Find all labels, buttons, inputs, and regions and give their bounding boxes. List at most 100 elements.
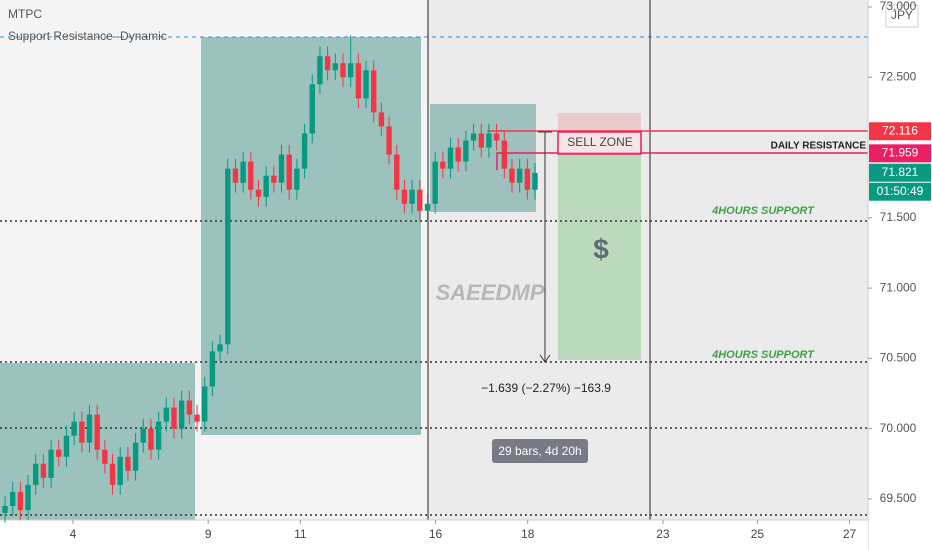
background-right [428,0,868,520]
watermark: SAEEDMP [436,280,545,305]
candle-body [340,63,346,78]
candle-body [516,168,523,183]
candle-body [286,154,292,190]
sell-zone-label: SELL ZONE [567,135,633,149]
y-tick-label: 71.000 [880,280,917,294]
candle-body [33,463,39,485]
y-tick-label: 73.000 [880,0,917,13]
price-label: 71.821 [882,165,919,179]
candle-body [263,175,269,197]
candle-body [79,421,85,443]
candle-body [394,154,400,190]
candle-body [417,189,423,211]
y-tick-label: 71.500 [880,210,917,224]
candle-body [409,189,415,204]
countdown: 01:50:49 [877,184,924,198]
resistance-line [496,152,868,170]
candle-body [232,168,239,183]
symbol: MTPC [8,7,42,21]
candle-body [309,84,315,134]
reward-box [558,153,641,360]
price-label-box [869,163,931,182]
candle-body [363,70,369,99]
bars-label: 29 bars, 4d 20h [498,444,581,458]
price-label-box [869,122,931,141]
candle-body [332,63,338,71]
candle-body [378,112,385,127]
candle-body [148,428,154,450]
candle-body [163,407,169,422]
x-tick-label: 9 [205,527,212,541]
candle-body [202,386,208,422]
candle-body [194,414,200,422]
resistance-label: DAILY RESISTANCE [771,141,867,152]
candle-body [132,442,139,471]
candle-body [25,484,31,511]
candle-body [117,456,123,485]
time-axis [0,520,868,550]
candle-body [294,168,300,190]
candle-body [401,189,408,204]
price-axis [868,0,932,550]
candle-body [255,189,262,197]
candle-body [171,407,177,429]
candle-body [56,449,62,457]
candle-body [48,449,54,478]
indicator-name: Support Resistance -Dynamic [8,29,167,43]
candle-body [9,491,16,506]
candle-body [63,435,70,457]
candle-body [278,154,285,183]
candle-body [424,203,431,211]
candle-body [71,421,77,436]
candle-body [217,344,223,352]
x-tick-label: 4 [70,527,77,541]
candle-body [486,133,492,148]
y-tick-label: 69.500 [880,491,917,505]
candle-body [140,428,146,443]
candle-body [478,133,484,148]
candle-body [447,147,454,169]
support-label: 4HOURS SUPPORT [711,205,815,217]
candle-body [40,463,47,478]
price-label-box [869,144,931,163]
candle-body [225,168,231,345]
candle-body [501,140,507,169]
price-label: 72.116 [882,123,918,137]
candle-body [109,463,116,485]
currency: JPY [891,8,913,22]
y-tick-label: 70.000 [880,421,917,435]
candle-body [347,63,354,78]
candle-body [86,414,93,443]
candle-body [524,168,531,190]
candle-body [271,175,277,183]
candle-body [301,133,308,169]
support-label: 4HOURS SUPPORT [711,349,815,361]
x-tick-label: 18 [521,527,535,541]
candle-body [178,400,185,429]
candle-body [324,56,331,71]
y-tick-label: 70.500 [880,351,917,365]
candle-body [455,147,461,162]
candle-body [440,161,446,169]
candle-body [240,161,246,183]
candle-body [386,126,392,155]
candle-body [493,133,500,141]
sell-zone-box [557,131,642,155]
candle-body [186,400,193,415]
bars-badge [492,439,588,463]
currency-box [885,4,919,28]
x-tick-label: 16 [429,527,443,541]
dollar-sign: $ [593,233,609,264]
y-tick-label: 72.500 [880,69,917,83]
candle-body [94,414,100,450]
measure-arrow [539,354,551,363]
x-tick-label: 23 [656,527,670,541]
zone-box [430,104,536,212]
candle-body [102,449,108,464]
candle-body [155,421,162,450]
candle-body [125,456,131,471]
countdown-box [869,182,931,201]
candle-body [17,491,24,511]
candle-body [463,140,469,162]
